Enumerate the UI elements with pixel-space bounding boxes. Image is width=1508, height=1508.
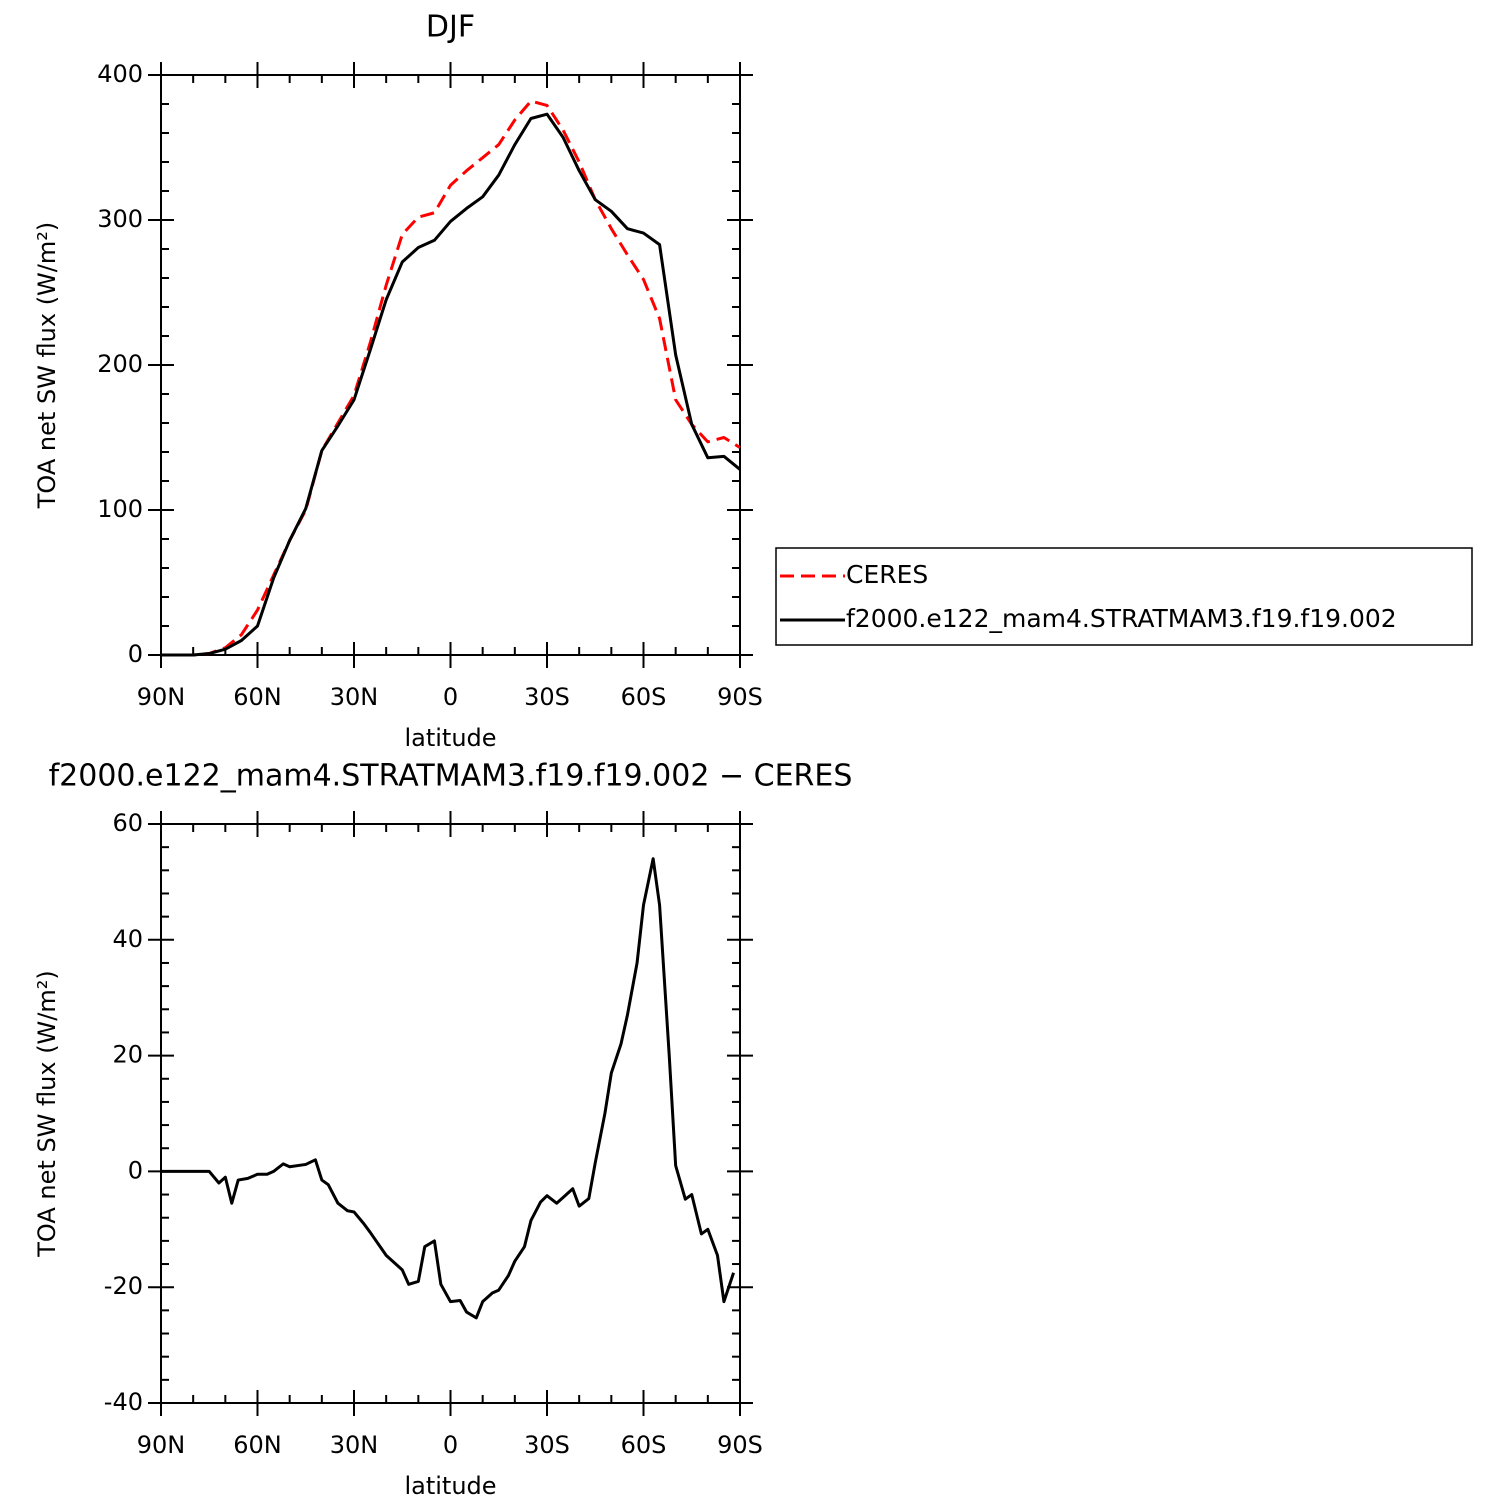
data-line — [161, 857, 735, 1320]
x-tick-label: 90S — [717, 1431, 763, 1459]
y-tick-label: 20 — [112, 1041, 143, 1069]
x-tick-label: 30N — [330, 683, 379, 711]
x-tick-label: 60N — [233, 1431, 282, 1459]
legend-label: f2000.e122_mam4.STRATMAM3.f19.f19.002 — [846, 604, 1397, 633]
y-tick-label: 200 — [97, 350, 143, 378]
legend-label: CERES — [846, 560, 928, 589]
y-tick-label: 60 — [112, 809, 143, 837]
x-tick-label: 30S — [524, 1431, 570, 1459]
x-tick-label: 90N — [137, 683, 186, 711]
y-tick-label: 100 — [97, 495, 143, 523]
y-axis-label: TOA net SW flux (W/m²) — [33, 222, 61, 510]
x-axis-label: latitude — [404, 724, 496, 752]
x-tick-label: 0 — [443, 1431, 458, 1459]
x-tick-label: 60S — [621, 1431, 667, 1459]
y-tick-label: -40 — [104, 1388, 143, 1416]
x-tick-label: 60N — [233, 683, 282, 711]
x-tick-label: 30N — [330, 1431, 379, 1459]
y-tick-label: -20 — [104, 1272, 143, 1300]
x-tick-label: 90N — [137, 1431, 186, 1459]
x-axis-label: latitude — [404, 1472, 496, 1500]
data-line — [161, 112, 741, 657]
y-tick-label: 40 — [112, 925, 143, 953]
y-axis-label: TOA net SW flux (W/m²) — [33, 970, 61, 1258]
plot-frame — [160, 74, 741, 656]
chart-title: f2000.e122_mam4.STRATMAM3.f19.f19.002 − … — [49, 759, 853, 794]
data-line — [161, 99, 741, 657]
y-tick-label: 400 — [97, 60, 143, 88]
y-tick-label: 300 — [97, 205, 143, 233]
x-tick-label: 30S — [524, 683, 570, 711]
y-tick-label: 0 — [128, 640, 143, 668]
x-tick-label: 0 — [443, 683, 458, 711]
legend: CERES f2000.e122_mam4.STRATMAM3.f19.f19.0… — [775, 547, 1473, 646]
x-tick-label: 60S — [621, 683, 667, 711]
legend-box — [775, 547, 1473, 646]
chart-title: DJF — [426, 10, 475, 45]
x-tick-label: 90S — [717, 683, 763, 711]
plot-frame — [160, 823, 741, 1404]
y-tick-label: 0 — [128, 1156, 143, 1184]
